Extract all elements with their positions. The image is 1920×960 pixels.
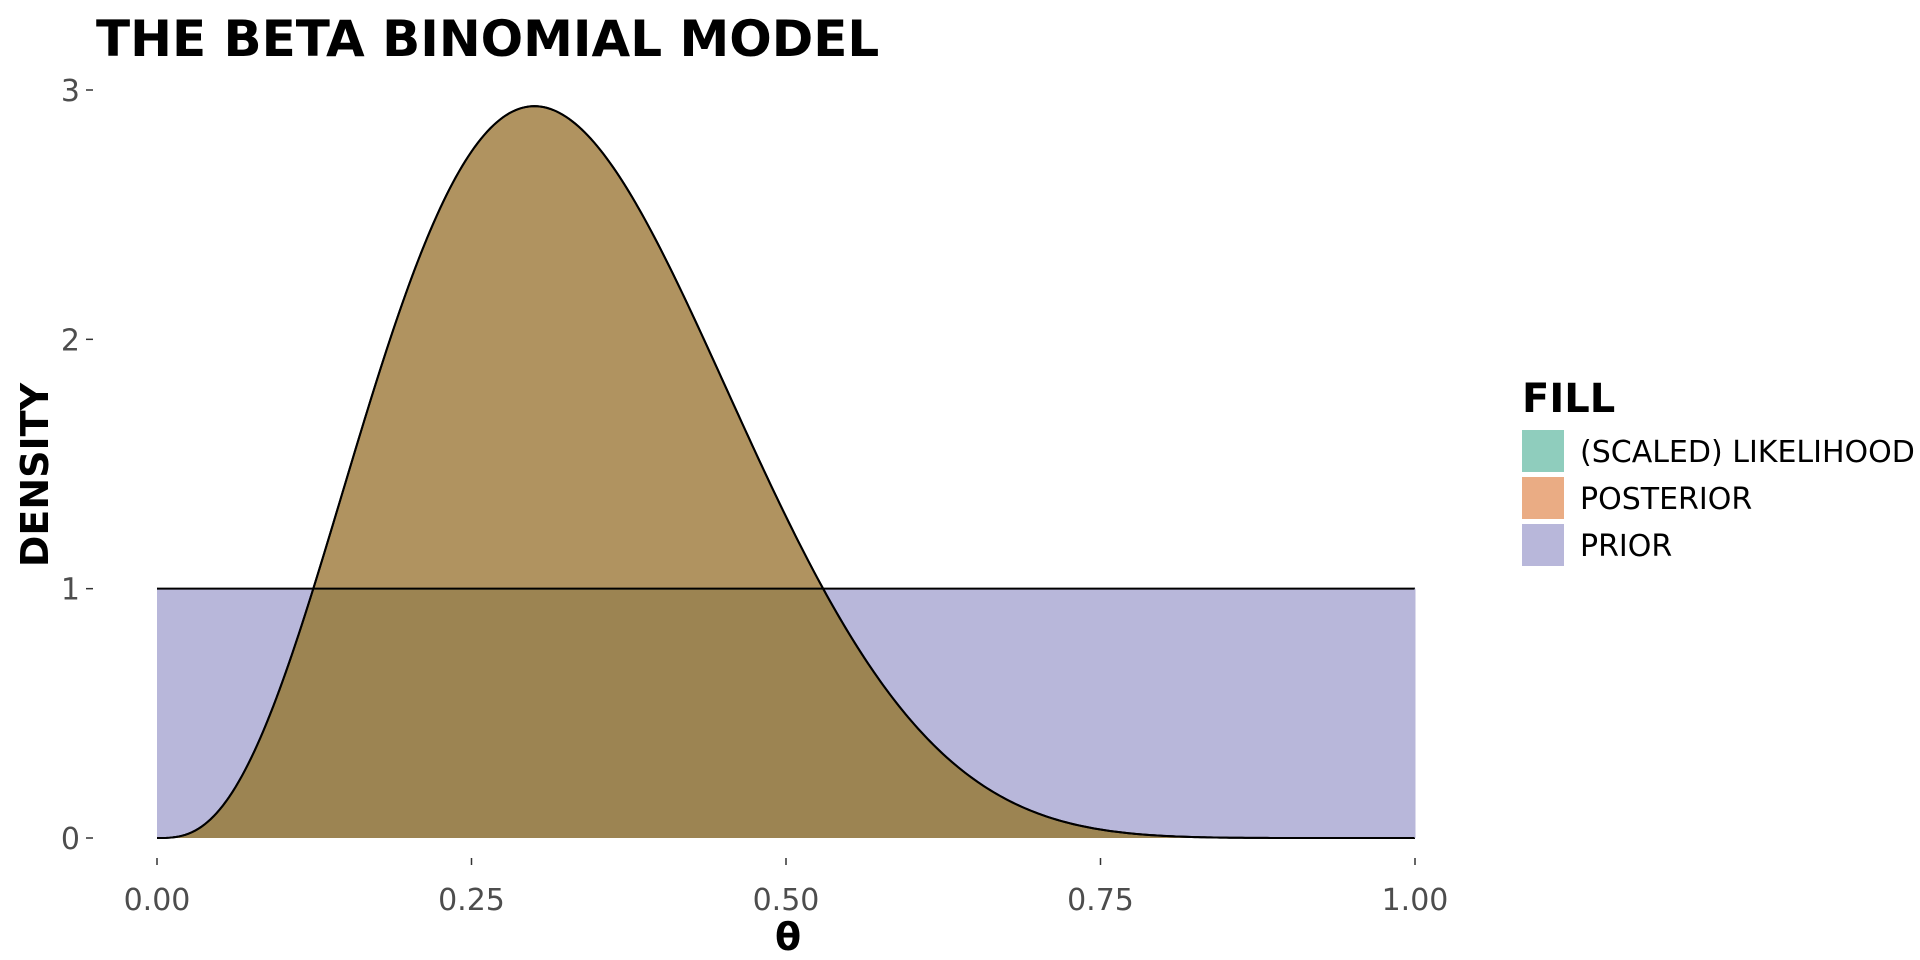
y-tick-label: 0 (61, 822, 80, 857)
legend-swatch-posterior (1522, 477, 1564, 519)
x-axis: 0.00 0.25 0.50 0.75 1.00 (124, 858, 1449, 918)
y-tick-label: 1 (61, 573, 80, 608)
x-axis-title: θ (775, 915, 801, 959)
legend-label-scaled-likelihood: (SCALED) LIKELIHOOD (1580, 435, 1915, 470)
legend-label-posterior: POSTERIOR (1580, 482, 1752, 517)
x-tick-label: 0.50 (753, 883, 820, 918)
x-tick-label: 0.00 (124, 883, 191, 918)
x-tick-label: 0.25 (438, 883, 505, 918)
line-posterior (156, 105, 1415, 839)
y-axis-title: DENSITY (13, 382, 57, 567)
legend: FILL (SCALED) LIKELIHOOD POSTERIOR PRIOR (1522, 376, 1915, 566)
x-tick-label: 1.00 (1382, 883, 1449, 918)
legend-swatch-prior (1522, 524, 1564, 566)
legend-title: FILL (1522, 376, 1615, 422)
x-tick-label: 0.75 (1067, 883, 1134, 918)
chart-title: THE BETA BINOMIAL MODEL (96, 10, 879, 68)
area-overlap-prior (157, 588, 1415, 838)
legend-label-prior: PRIOR (1580, 529, 1672, 564)
plot-area (156, 105, 1416, 839)
y-axis: 0 1 2 3 (61, 74, 93, 857)
y-tick-label: 3 (61, 74, 80, 109)
legend-swatch-scaled-likelihood (1522, 430, 1564, 472)
y-tick-label: 2 (61, 323, 80, 358)
